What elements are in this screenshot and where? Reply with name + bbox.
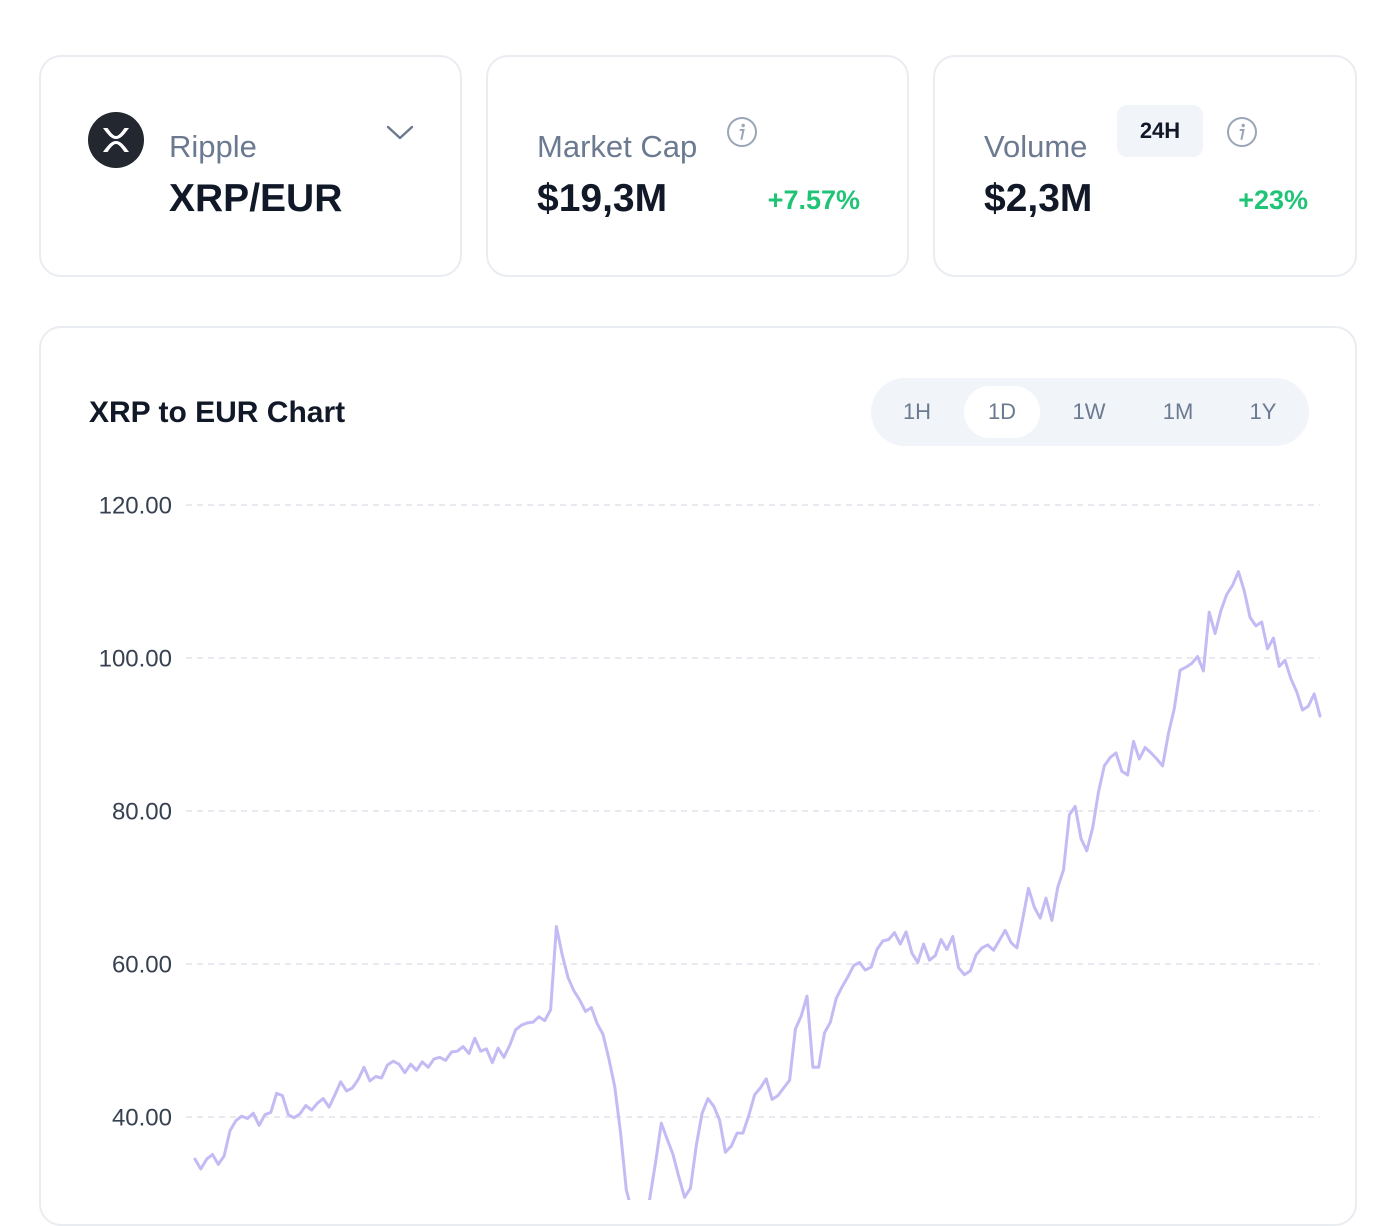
price-chart[interactable]: 120.00 100.00 80.00 60.00 40.00 xyxy=(0,0,1400,1200)
chart-panel: XRP to EUR Chart 1H 1D 1W 1M 1Y xyxy=(39,326,1357,1226)
chart-title: XRP to EUR Chart xyxy=(89,396,346,429)
xrp-logo-icon xyxy=(88,112,144,168)
market-cap-change: +7.57% xyxy=(767,185,860,215)
market-cap-card: Market Cap $19,3M +7.57% xyxy=(486,55,909,277)
market-cap-label: Market Cap xyxy=(537,129,698,164)
y-tick-label: 60.00 xyxy=(112,951,172,978)
range-tab-1y[interactable]: 1Y xyxy=(1249,399,1277,424)
y-tick-label: 120.00 xyxy=(99,492,172,519)
price-series-line xyxy=(193,570,1322,1200)
range-tab-1w[interactable]: 1W xyxy=(1072,399,1106,424)
volume-change: +23% xyxy=(1238,185,1308,215)
asset-name: Ripple xyxy=(169,129,257,164)
y-tick-label: 40.00 xyxy=(112,1104,172,1131)
time-range-tabs: 1H 1D 1W 1M 1Y xyxy=(871,378,1309,446)
info-icon[interactable] xyxy=(1226,116,1258,148)
y-tick-label: 100.00 xyxy=(99,645,172,672)
volume-label: Volume xyxy=(984,129,1088,164)
y-tick-label: 80.00 xyxy=(112,798,172,825)
asset-pair: XRP/EUR xyxy=(169,177,343,220)
asset-selector-card[interactable]: Ripple XRP/EUR xyxy=(39,55,462,277)
volume-value: $2,3M xyxy=(984,177,1093,220)
info-icon[interactable] xyxy=(726,116,758,148)
chevron-down-icon[interactable] xyxy=(385,123,415,143)
volume-card: Volume 24H $2,3M +23% xyxy=(933,55,1357,277)
range-tab-1m[interactable]: 1M xyxy=(1162,399,1194,424)
market-cap-value: $19,3M xyxy=(537,177,668,220)
range-tab-1h[interactable]: 1H xyxy=(902,399,932,424)
period-badge[interactable]: 24H xyxy=(1117,105,1203,157)
range-tab-1d[interactable]: 1D xyxy=(964,386,1040,438)
